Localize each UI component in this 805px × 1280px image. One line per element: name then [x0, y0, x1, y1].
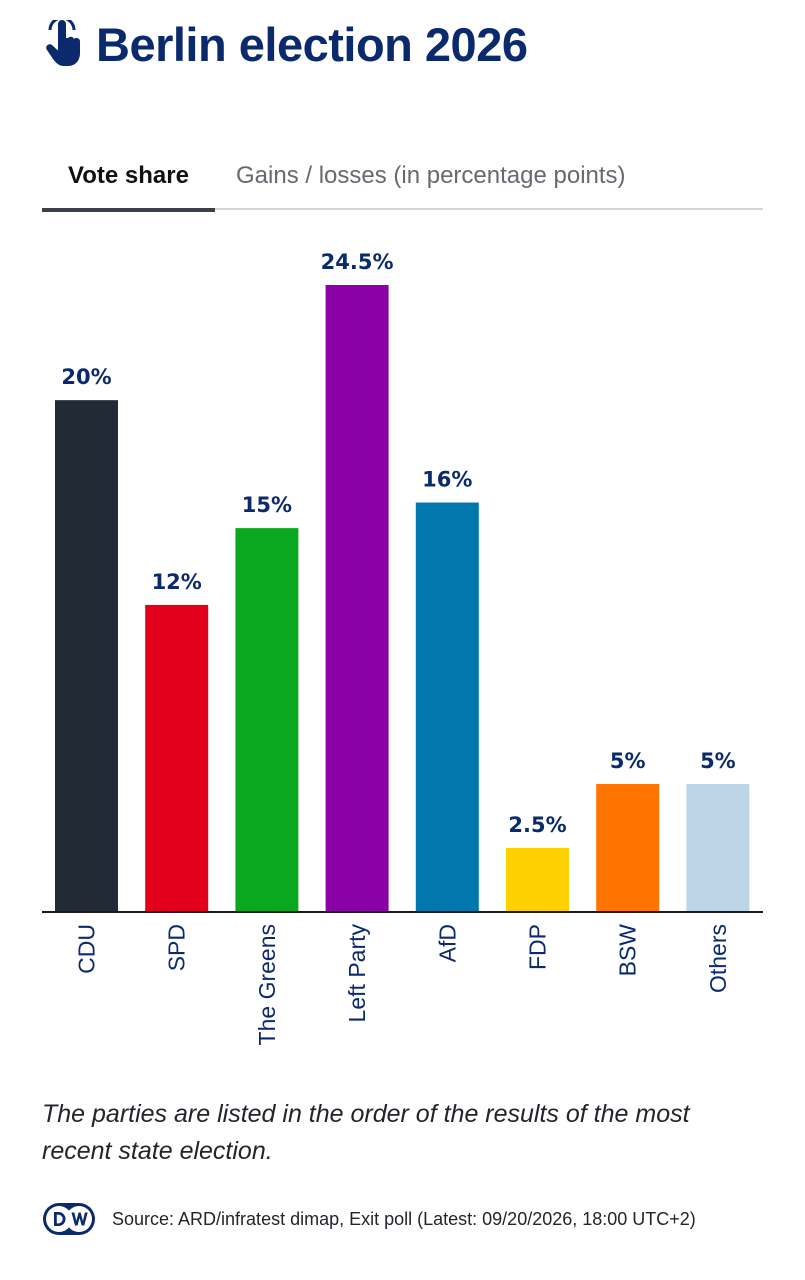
bar-others[interactable]	[686, 784, 750, 912]
bar-fdp[interactable]	[506, 848, 569, 912]
header: Berlin election 2026	[44, 14, 528, 74]
category-label: BSW	[615, 924, 641, 977]
value-label: 15%	[242, 493, 292, 517]
bar-chart: 20% CDU 12% SPD 15% The Greens 24.5% Left Party…	[42, 250, 763, 1045]
tab-bar: Vote share Gains / losses (in percentage…	[42, 148, 763, 212]
category-label: FDP	[525, 924, 551, 970]
tab-vote-share[interactable]: Vote share	[42, 148, 215, 212]
category-label: Left Party	[344, 924, 370, 1023]
value-label: 5%	[700, 749, 736, 773]
dw-logo-icon	[43, 1203, 95, 1235]
category-label: The Greens	[254, 924, 280, 1045]
value-label: 12%	[152, 570, 202, 594]
value-label: 5%	[610, 749, 646, 773]
source-text: Source: ARD/infratest dimap, Exit poll (…	[112, 1209, 696, 1229]
page-title: Berlin election 2026	[96, 17, 528, 71]
category-label: AfD	[434, 924, 460, 962]
bar-spd[interactable]	[145, 604, 209, 912]
footnote: The parties are listed in the order of t…	[42, 1100, 690, 1165]
value-label: 24.5%	[321, 250, 394, 274]
bar-cdu[interactable]	[55, 400, 118, 912]
source-block: Source: ARD/infratest dimap, Exit poll (…	[42, 1200, 772, 1264]
value-label: 20%	[61, 365, 111, 389]
tab-gains-losses[interactable]: Gains / losses (in percentage points)	[236, 162, 626, 189]
bar-the-greens[interactable]	[235, 528, 299, 912]
bar-bsw[interactable]	[596, 784, 660, 912]
category-label: CDU	[74, 924, 100, 974]
category-label: SPD	[164, 924, 190, 971]
category-label: Others	[705, 924, 731, 993]
hand-pointer-icon	[46, 20, 80, 66]
value-label: 2.5%	[508, 813, 566, 837]
value-label: 16%	[422, 468, 472, 492]
bar-afd[interactable]	[415, 502, 479, 912]
bar-left-party[interactable]	[325, 285, 389, 912]
